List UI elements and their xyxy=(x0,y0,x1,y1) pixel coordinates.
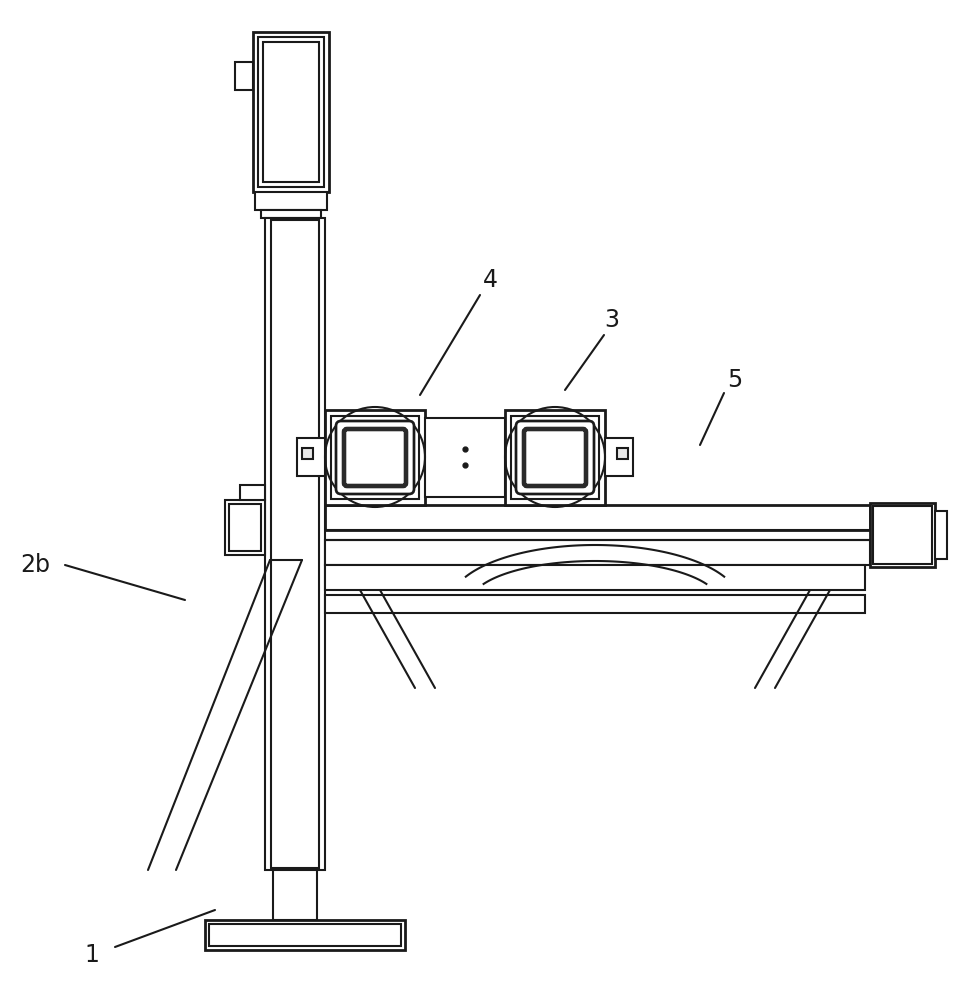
Bar xyxy=(605,438,633,476)
Bar xyxy=(425,418,505,497)
Bar xyxy=(209,924,401,946)
Bar xyxy=(482,448,493,459)
Bar xyxy=(511,416,599,499)
Text: 5: 5 xyxy=(728,368,743,392)
Bar xyxy=(273,870,317,920)
Bar xyxy=(235,62,253,90)
Bar xyxy=(225,500,265,555)
Bar xyxy=(255,192,327,210)
Bar xyxy=(325,410,425,505)
Bar xyxy=(261,210,321,218)
Bar xyxy=(271,220,319,868)
FancyBboxPatch shape xyxy=(336,421,414,494)
Bar xyxy=(870,503,935,567)
Bar xyxy=(325,540,870,565)
Bar xyxy=(437,448,448,459)
Bar xyxy=(325,505,870,530)
FancyBboxPatch shape xyxy=(344,429,406,486)
Bar xyxy=(331,416,419,499)
Bar xyxy=(935,511,947,559)
Text: 1: 1 xyxy=(85,943,99,967)
Bar xyxy=(253,32,329,192)
Bar xyxy=(617,448,628,459)
Bar xyxy=(325,595,865,613)
Bar xyxy=(505,410,605,505)
Bar xyxy=(240,485,265,500)
Bar xyxy=(297,438,325,476)
Text: 4: 4 xyxy=(482,268,498,292)
Bar xyxy=(873,506,932,564)
FancyBboxPatch shape xyxy=(516,421,594,494)
Text: 3: 3 xyxy=(605,308,620,332)
Bar xyxy=(229,504,261,551)
Bar xyxy=(477,438,505,476)
Bar xyxy=(205,920,405,950)
Bar xyxy=(325,565,865,590)
Polygon shape xyxy=(148,560,302,870)
Bar xyxy=(263,42,319,182)
Bar xyxy=(265,218,325,870)
Bar xyxy=(302,448,313,459)
Bar xyxy=(425,438,453,476)
FancyBboxPatch shape xyxy=(524,429,586,486)
Text: 2b: 2b xyxy=(20,553,50,577)
Bar xyxy=(258,37,324,187)
